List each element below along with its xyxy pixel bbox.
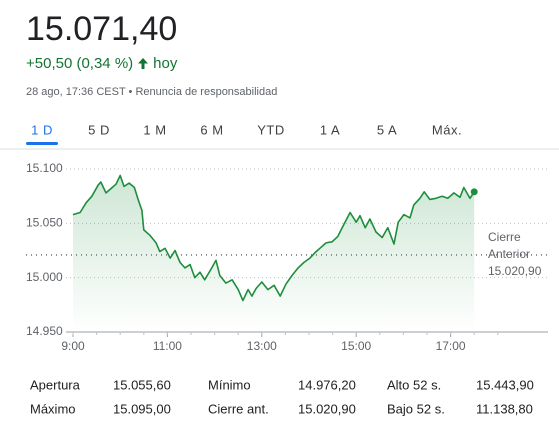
x-tick-label: 17:00 <box>436 339 466 353</box>
area <box>73 175 475 332</box>
range-tab[interactable]: YTD <box>257 122 285 137</box>
y-tick-label: 15.050 <box>26 216 63 230</box>
range-tab[interactable]: 5 A <box>377 122 397 137</box>
price: 15.071,40 <box>26 10 178 48</box>
stat-value: 15.443,90 <box>476 377 534 392</box>
range-tab[interactable]: 5 D <box>88 122 110 137</box>
stat-label: Mínimo <box>208 377 251 392</box>
previous-close-value: 15.020,90 <box>488 264 542 278</box>
stat-label: Alto 52 s. <box>387 377 441 392</box>
stat-label: Apertura <box>30 377 81 392</box>
stat-value: 15.095,00 <box>113 401 171 416</box>
range-tab[interactable]: 1 M <box>143 122 166 137</box>
stat-label: Bajo 52 s. <box>387 401 445 416</box>
tab-underline <box>26 142 58 145</box>
price-line <box>72 174 475 302</box>
change: +50,50 (0,34 %) <box>26 55 134 72</box>
range-tab[interactable]: Máx. <box>432 122 462 137</box>
up-arrow <box>138 58 149 69</box>
y-tick-label: 14.950 <box>26 324 63 338</box>
stat-value: 15.055,60 <box>113 377 171 392</box>
range-tab[interactable]: 1 D <box>31 122 53 137</box>
y-tick-label: 15.100 <box>26 161 63 175</box>
range-tab[interactable]: 6 M <box>200 122 223 137</box>
x-tick-label: 9:00 <box>61 339 85 353</box>
stat-label: Máximo <box>30 401 76 416</box>
stat-label: Cierre ant. <box>208 401 269 416</box>
previous-close-label: Anterior <box>488 247 530 261</box>
y-tick-label: 15.000 <box>26 270 63 284</box>
timestamp-row: 28 ago, 17:36 CEST • Renuncia de respons… <box>26 86 277 98</box>
stat-value: 11.138,80 <box>476 401 533 416</box>
range-tab[interactable]: 1 A <box>320 122 340 137</box>
period: hoy <box>153 55 178 72</box>
x-tick-label: 11:00 <box>153 339 182 353</box>
x-tick-label: 13:00 <box>247 339 277 353</box>
change-row: +50,50 (0,34 %) hoy <box>26 55 177 72</box>
timestamp: 28 ago, 17:36 CEST <box>26 86 126 98</box>
stat-value: 15.020,90 <box>298 401 356 416</box>
last-point <box>470 188 478 196</box>
separator: • <box>128 86 133 98</box>
stat-value: 14.976,20 <box>298 377 356 392</box>
disclaimer[interactable]: Renuncia de responsabilidad <box>135 86 278 98</box>
x-tick-label: 15:00 <box>341 339 371 353</box>
previous-close-label: Cierre <box>488 230 521 244</box>
